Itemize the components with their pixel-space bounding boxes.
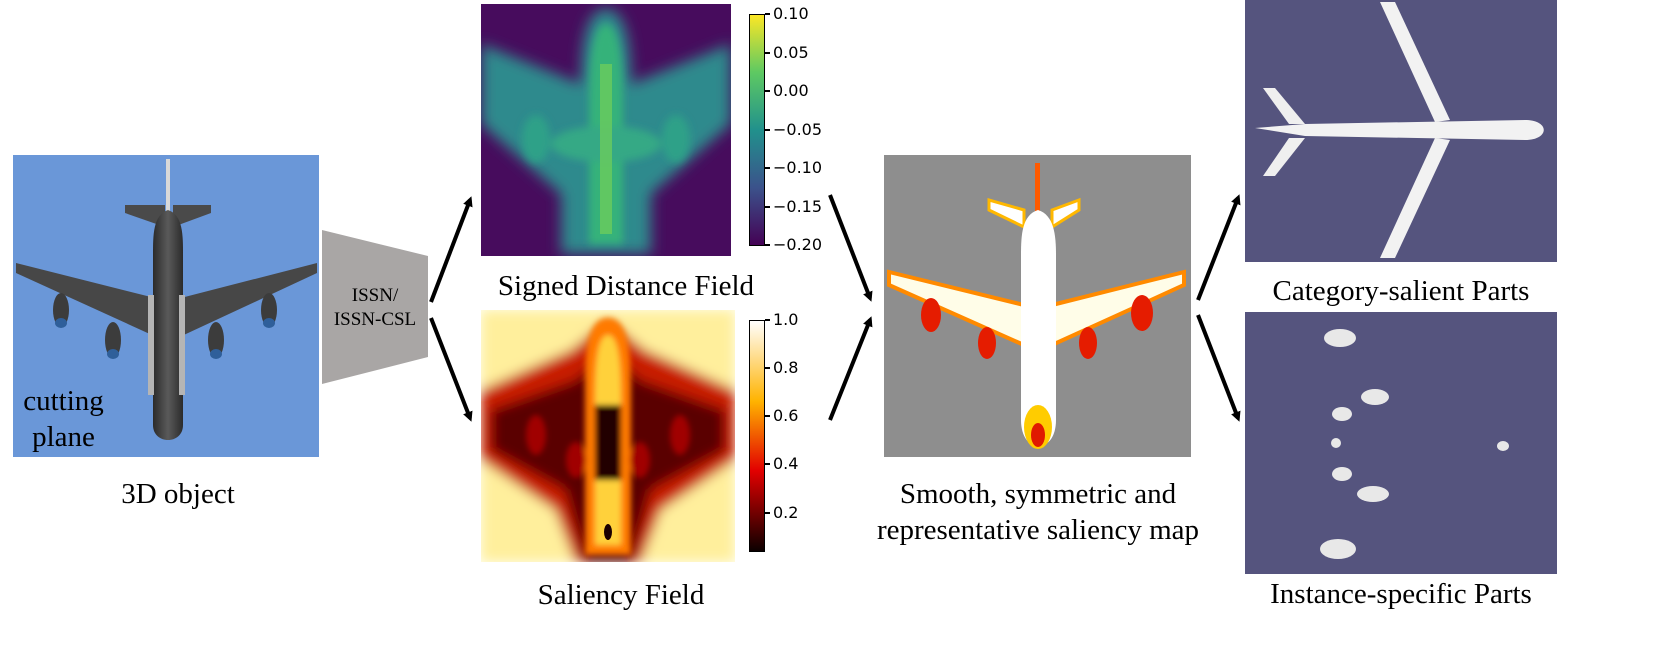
colorbar-tick-label: −0.15 bbox=[773, 196, 823, 216]
colorbar-tick-mark bbox=[765, 367, 770, 370]
saliency-map-caption-line1: Smooth, symmetric and bbox=[899, 478, 1177, 510]
colorbar-tick-mark bbox=[765, 51, 770, 54]
category-caption: Category-salient Parts bbox=[1272, 275, 1530, 307]
arrow-to-saliency bbox=[429, 317, 473, 422]
colorbar-tick-mark bbox=[765, 90, 770, 92]
instance-caption: Instance-specific Parts bbox=[1270, 578, 1532, 610]
arrow-to-sdf bbox=[429, 196, 473, 303]
cutting-plane-label: cutting plane bbox=[21, 383, 106, 455]
saliency-map-airplane bbox=[887, 163, 1186, 449]
sdf-colorbar bbox=[749, 14, 765, 246]
colorbar-tick-label: 0.05 bbox=[773, 42, 809, 62]
colorbar-tick-label: −0.20 bbox=[773, 235, 823, 254]
saliency-image bbox=[481, 310, 735, 562]
colorbar-tick-mark bbox=[765, 463, 770, 466]
colorbar-tick-mark bbox=[765, 319, 770, 321]
category-parts-render bbox=[1255, 2, 1544, 258]
instance-parts-render bbox=[1320, 329, 1509, 559]
colorbar-tick-label: 0.8 bbox=[773, 358, 799, 378]
colorbar-tick-label: −0.10 bbox=[773, 158, 823, 177]
saliency-colorbar bbox=[749, 320, 765, 552]
cutting-plane-line1: cutting bbox=[23, 385, 104, 417]
arrow-to-category bbox=[1196, 194, 1241, 301]
object-panel: cutting plane bbox=[13, 155, 319, 457]
colorbar-tick-label: 1.0 bbox=[773, 310, 799, 329]
sdf-caption: Signed Distance Field bbox=[497, 270, 755, 302]
colorbar-tick-label: 0.2 bbox=[773, 502, 799, 522]
saliency-map-caption: Smooth, symmetric and representative sal… bbox=[848, 476, 1228, 548]
saliency-caption: Saliency Field bbox=[537, 579, 705, 611]
colorbar-tick-mark bbox=[765, 128, 770, 131]
arrow-saliency-to-map bbox=[828, 316, 873, 421]
arrow-sdf-to-map bbox=[828, 194, 873, 302]
colorbar-tick-mark bbox=[765, 167, 770, 169]
colorbar-tick-label: −0.05 bbox=[773, 119, 823, 139]
saliency-map-panel bbox=[884, 155, 1191, 457]
cutting-plane-line2: plane bbox=[32, 421, 95, 453]
colorbar-tick-label: 0.4 bbox=[773, 454, 799, 474]
colorbar-tick-mark bbox=[765, 244, 770, 246]
network-label-line2: ISSN-CSL bbox=[333, 309, 417, 330]
colorbar-tick-mark bbox=[765, 511, 770, 514]
arrow-to-instance bbox=[1196, 314, 1241, 422]
sdf-airplane-slice bbox=[481, 9, 731, 254]
airplane-3d-render bbox=[16, 159, 317, 440]
colorbar-tick-mark bbox=[765, 13, 770, 15]
colorbar-tick-mark bbox=[765, 415, 770, 418]
object-caption: 3D object bbox=[121, 478, 235, 510]
category-parts-panel bbox=[1245, 0, 1557, 262]
colorbar-tick-label: 0.10 bbox=[773, 4, 809, 23]
network-label: ISSN/ ISSN-CSL bbox=[322, 284, 428, 332]
network-label-line1: ISSN/ bbox=[351, 285, 399, 306]
saliency-map-caption-line2: representative saliency map bbox=[876, 514, 1200, 546]
colorbar-tick-label: 0.00 bbox=[773, 81, 809, 100]
network-block bbox=[322, 230, 428, 384]
saliency-airplane-slice bbox=[481, 310, 735, 562]
sdf-image bbox=[481, 4, 731, 256]
colorbar-tick-mark bbox=[765, 205, 770, 208]
instance-parts-panel bbox=[1245, 312, 1557, 574]
colorbar-tick-label: 0.6 bbox=[773, 406, 799, 426]
